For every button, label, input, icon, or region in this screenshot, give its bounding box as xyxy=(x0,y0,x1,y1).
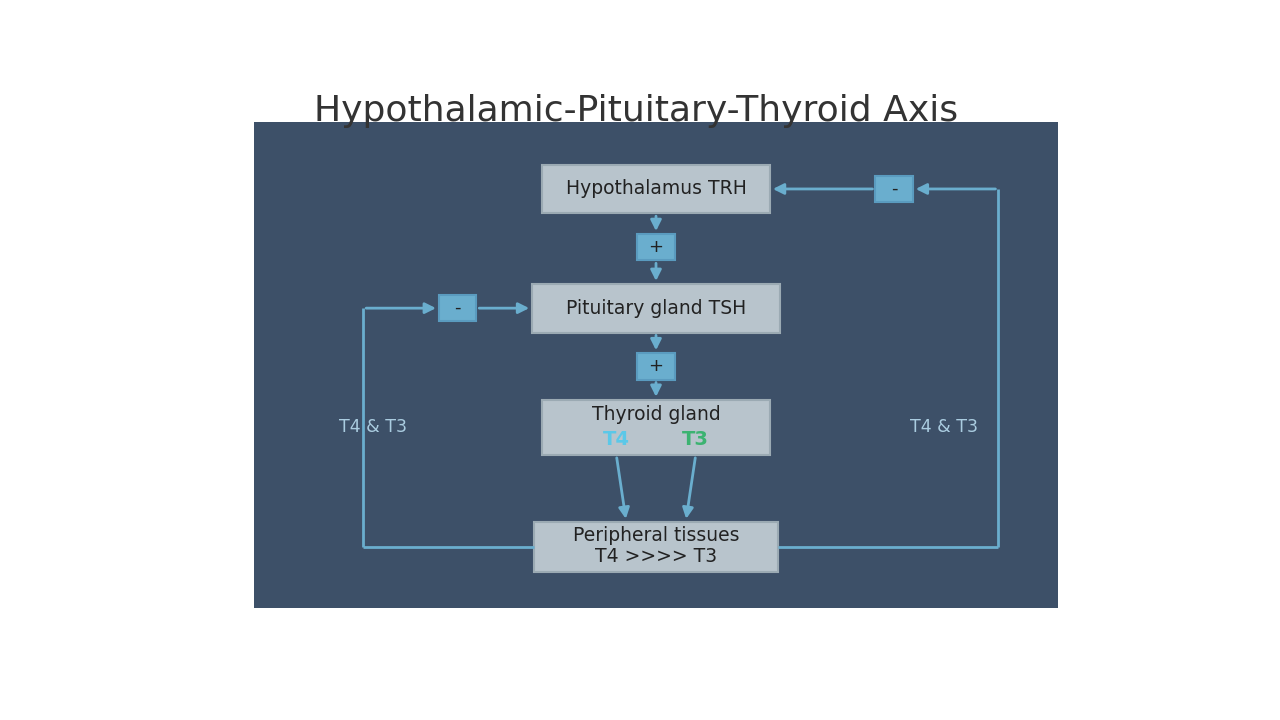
Text: Hypothalamus TRH: Hypothalamus TRH xyxy=(566,179,746,199)
Text: T4 & T3: T4 & T3 xyxy=(910,418,978,436)
Text: +: + xyxy=(649,357,663,375)
FancyBboxPatch shape xyxy=(637,353,675,379)
Text: +: + xyxy=(649,238,663,256)
FancyBboxPatch shape xyxy=(541,165,771,213)
FancyBboxPatch shape xyxy=(535,521,777,572)
Text: T4: T4 xyxy=(603,430,630,449)
Text: T3: T3 xyxy=(682,430,709,449)
Text: Peripheral tissues: Peripheral tissues xyxy=(572,526,740,545)
Text: T4 >>>> T3: T4 >>>> T3 xyxy=(595,547,717,566)
FancyBboxPatch shape xyxy=(255,122,1057,608)
Text: -: - xyxy=(891,180,897,198)
Text: Pituitary gland TSH: Pituitary gland TSH xyxy=(566,299,746,318)
Text: T4 & T3: T4 & T3 xyxy=(339,418,407,436)
FancyBboxPatch shape xyxy=(439,295,476,321)
Text: Hypothalamic-Pituitary-Thyroid Axis: Hypothalamic-Pituitary-Thyroid Axis xyxy=(314,94,957,128)
FancyBboxPatch shape xyxy=(532,284,780,333)
FancyBboxPatch shape xyxy=(541,400,771,455)
FancyBboxPatch shape xyxy=(637,234,675,261)
Text: Thyroid gland: Thyroid gland xyxy=(591,405,721,423)
FancyBboxPatch shape xyxy=(876,176,913,202)
Text: -: - xyxy=(454,300,461,317)
